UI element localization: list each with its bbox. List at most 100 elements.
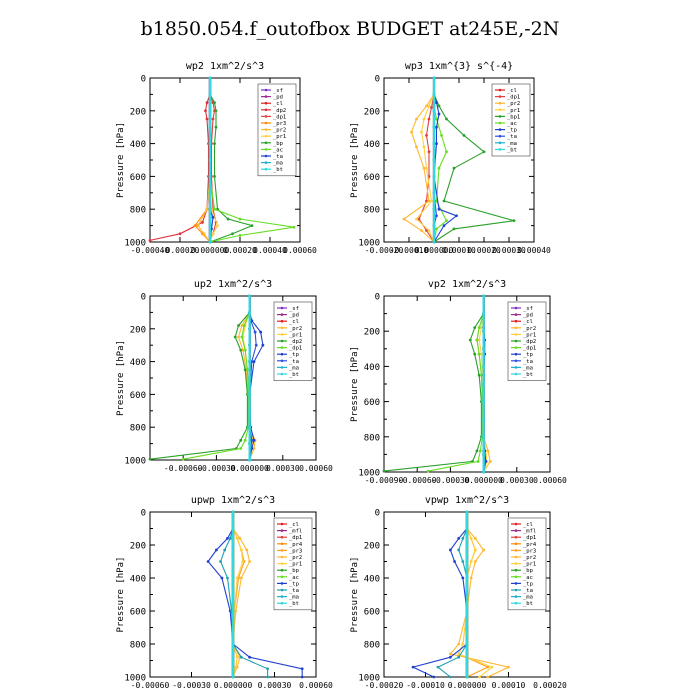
legend: _cl_dp1_pr2_pr1_bp1_ac_tp_ta_ma_bt	[491, 83, 531, 157]
data-point	[211, 117, 215, 121]
legend-marker	[280, 319, 284, 323]
data-point	[486, 449, 490, 453]
legend-entry: _bp	[289, 568, 299, 574]
data-point	[465, 510, 469, 514]
x-tick-label: -0.00030	[431, 476, 470, 485]
data-point	[479, 352, 483, 356]
chart-title: wp3 1xm^{3} s^{-4}	[405, 61, 513, 72]
data-point	[442, 224, 446, 228]
data-point	[252, 438, 256, 442]
data-point	[482, 150, 486, 154]
data-point	[461, 576, 465, 580]
data-point	[465, 626, 469, 629]
data-point	[449, 548, 452, 552]
x-tick-label: -0.00030	[197, 464, 236, 473]
legend-marker	[264, 154, 268, 158]
data-point	[211, 216, 215, 219]
data-point	[226, 576, 229, 580]
legend-marker	[280, 549, 284, 552]
data-point	[228, 537, 232, 540]
legend-entry: _sf	[523, 306, 533, 312]
data-point	[238, 217, 242, 221]
data-point	[250, 224, 254, 228]
chart-panel-0: wp2 1xm^2/s^3 0 200 400 600 800 1000 Pressure […	[116, 61, 317, 255]
legend-marker	[280, 352, 284, 356]
data-point	[252, 360, 256, 363]
legend-marker	[280, 542, 284, 546]
data-point	[248, 409, 252, 413]
data-point	[425, 104, 428, 108]
legend-entry: _ta	[273, 154, 283, 160]
x-tick-label: 0.00040	[253, 246, 287, 255]
data-point	[452, 166, 456, 170]
legend-marker	[498, 134, 502, 138]
data-point	[226, 537, 229, 540]
data-point	[427, 104, 431, 108]
legend-marker	[514, 346, 518, 349]
legend-marker	[514, 582, 518, 585]
legend-entry: _bt	[273, 167, 283, 173]
data-point	[435, 214, 438, 218]
data-point	[437, 207, 441, 211]
legend-marker	[280, 522, 284, 526]
data-point	[266, 675, 269, 679]
data-point	[220, 576, 224, 580]
data-point	[243, 368, 247, 372]
data-point	[231, 232, 234, 236]
data-point	[213, 142, 216, 146]
series-line	[149, 296, 251, 460]
data-point	[234, 665, 238, 669]
legend-entry: _ac	[523, 575, 533, 581]
legend: _sf_pd_cl_pr2_pr1_dp2_dp1_tp_ta_ma_bt	[273, 301, 313, 381]
data-point	[245, 368, 249, 372]
data-point	[469, 537, 473, 540]
data-point	[248, 327, 252, 331]
y-tick-label: 600	[130, 173, 146, 183]
x-tick-label: -0.00020	[161, 246, 200, 255]
data-point	[465, 659, 469, 662]
data-point	[465, 527, 469, 530]
data-point	[231, 626, 235, 629]
data-point	[239, 576, 243, 580]
data-point	[427, 150, 431, 154]
legend-entry: _cl	[289, 522, 299, 528]
data-point	[478, 449, 482, 453]
data-point	[253, 330, 257, 334]
legend-marker	[514, 319, 518, 323]
data-point	[469, 560, 473, 563]
y-tick-label: 1000	[124, 457, 146, 467]
legend-entry: _tp	[523, 581, 533, 587]
legend-entry: _ma	[507, 141, 517, 147]
y-tick-label: 200	[130, 542, 146, 552]
x-tick-label: -0.00060	[164, 464, 203, 473]
data-point	[235, 655, 239, 659]
data-point	[427, 117, 431, 121]
data-point	[214, 109, 218, 113]
data-point	[208, 207, 212, 211]
legend-entry: _dp2	[289, 339, 302, 345]
y-tick-label: 200	[130, 325, 146, 335]
legend-entry: _ac	[273, 147, 283, 153]
data-point	[432, 125, 436, 129]
data-point	[477, 338, 481, 342]
legend-entry: _tp	[507, 128, 517, 134]
series-line	[183, 296, 251, 460]
data-point	[208, 76, 212, 80]
y-axis-label: Pressure [hPa]	[116, 122, 126, 198]
data-point	[430, 199, 433, 203]
legend-marker	[264, 108, 268, 112]
legend-entry: _ta	[507, 134, 517, 140]
legend-entry: _dp1	[507, 95, 520, 101]
data-point	[411, 665, 415, 669]
x-tick-label: 0.00030	[500, 476, 534, 485]
legend-marker	[498, 141, 502, 145]
data-point	[238, 234, 242, 237]
series-bt	[482, 294, 485, 474]
legend-entry: _bt	[523, 601, 533, 607]
data-point	[488, 460, 492, 463]
y-tick-label: 800	[130, 424, 146, 434]
y-axis-label: Pressure [hPa]	[116, 340, 126, 416]
data-point	[430, 106, 433, 109]
x-tick-label: -0.00040	[131, 246, 170, 255]
legend-marker	[514, 333, 518, 336]
